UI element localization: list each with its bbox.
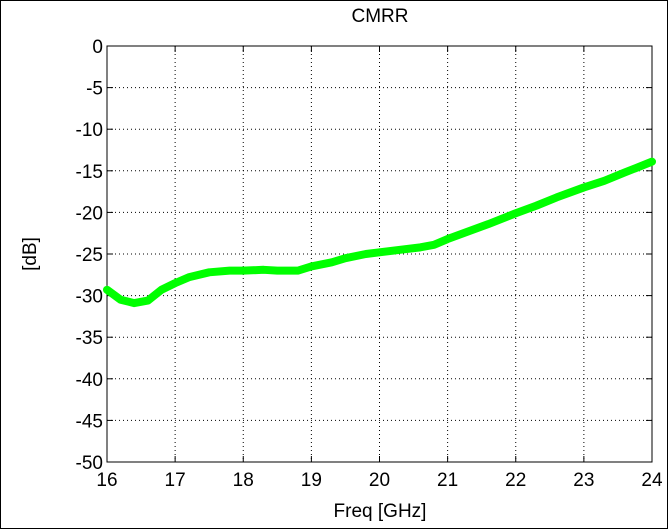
x-tick-label: 23 (573, 470, 594, 491)
x-tick-label: 20 (369, 470, 390, 491)
x-tick-label: 16 (96, 470, 117, 491)
y-tick-label: -15 (76, 162, 103, 183)
y-tick-label: 0 (92, 37, 103, 58)
y-tick-label: -35 (76, 328, 103, 349)
y-tick-label: -50 (76, 453, 103, 474)
y-tick-label: -45 (76, 411, 103, 432)
x-tick-label: 21 (437, 470, 458, 491)
axes-box (106, 45, 653, 463)
x-tick-label: 18 (233, 470, 254, 491)
y-axis-label: [dB] (20, 237, 41, 271)
y-tick-label: -30 (76, 287, 103, 308)
y-tick-label: -10 (76, 120, 103, 141)
x-tick-label: 22 (505, 470, 526, 491)
chart-title: CMRR (352, 6, 409, 27)
y-tick-label: -25 (76, 245, 103, 266)
x-tick-label: 19 (301, 470, 322, 491)
data-line (103, 157, 656, 308)
y-tick-label: -5 (86, 79, 103, 100)
x-tick-label: 24 (641, 470, 663, 491)
x-tick-label: 17 (165, 470, 186, 491)
x-axis-label: Freq [GHz] (334, 501, 427, 522)
y-tick-label: -20 (76, 203, 103, 224)
y-tick-label: -40 (76, 370, 103, 391)
